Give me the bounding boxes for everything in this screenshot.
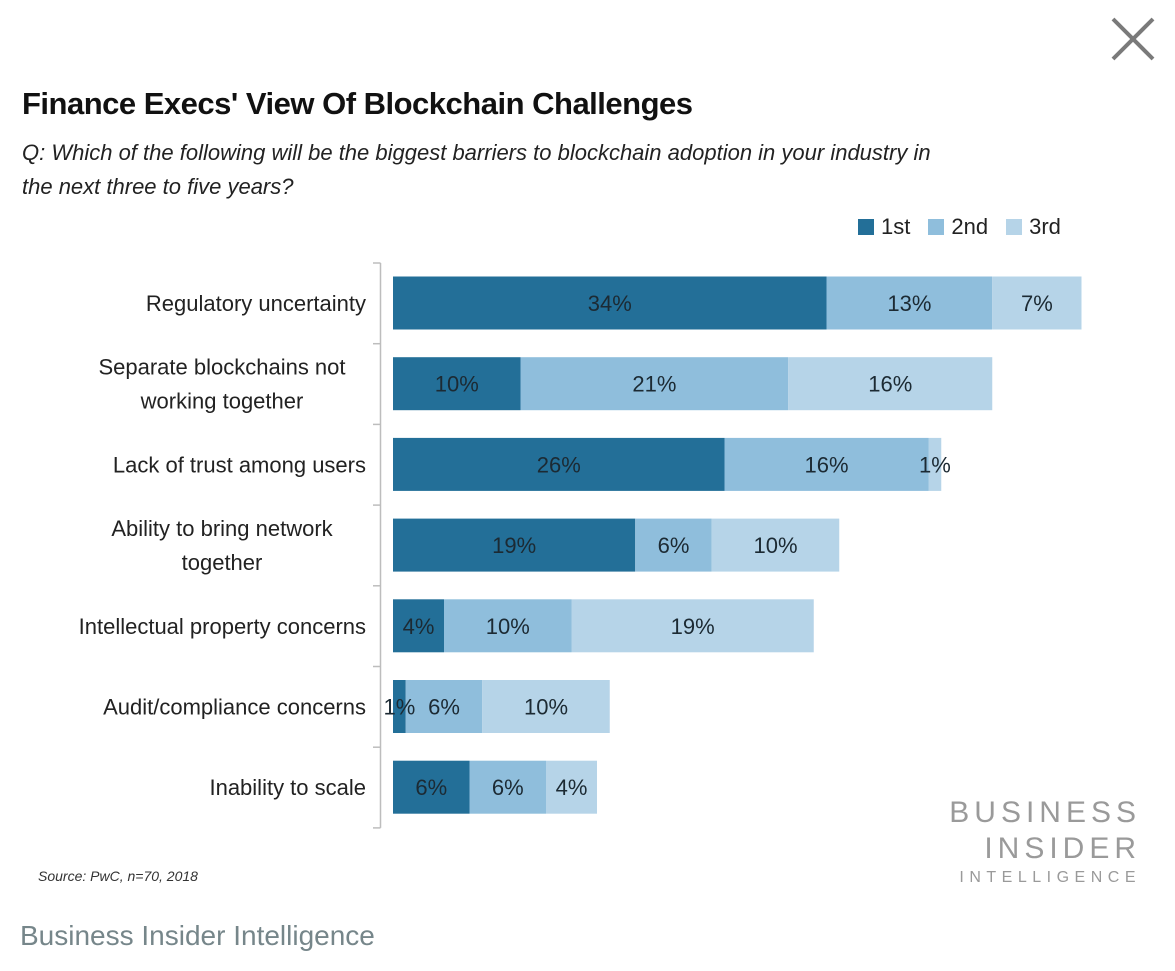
legend-label-3rd: 3rd	[1029, 214, 1061, 239]
bar-segment-2nd	[724, 437, 929, 491]
close-x-icon	[1111, 17, 1155, 61]
logo-line-insider: INSIDER	[984, 832, 1141, 865]
data-label: 19%	[492, 533, 536, 558]
bar-segment-1st	[393, 760, 470, 814]
data-label: 10%	[524, 695, 568, 720]
data-label: 1%	[919, 452, 951, 477]
bar-segment-3rd	[928, 437, 942, 491]
category-label: Intellectual property concerns	[79, 614, 366, 639]
bar-segment-3rd	[992, 276, 1082, 330]
business-insider-intelligence-logo: BUSINESS INSIDER INTELLIGENCE	[936, 795, 1141, 889]
data-label: 21%	[632, 372, 676, 397]
category-label-line: Intellectual property concerns	[79, 614, 366, 639]
bar-segment-2nd	[469, 760, 546, 814]
legend-label-2nd: 2nd	[951, 214, 989, 239]
bar-segment-1st	[393, 437, 725, 491]
data-label: 10%	[486, 614, 530, 639]
legend-swatch-3rd	[1006, 219, 1023, 235]
category-label-line: Regulatory uncertainty	[146, 291, 366, 316]
legend-item-3rd: 3rd	[1006, 214, 1061, 240]
category-label: Inability to scale	[209, 775, 366, 800]
bar-segment-3rd	[788, 357, 993, 411]
bar-segment-2nd	[405, 680, 483, 733]
chart-title: Finance Execs' View Of Blockchain Challe…	[22, 86, 693, 121]
bar-segment-3rd	[571, 599, 814, 653]
bar-segment-2nd	[444, 599, 572, 653]
data-label: 7%	[1021, 291, 1053, 316]
category-label: Audit/compliance concerns	[103, 695, 366, 720]
logo-line-intelligence: INTELLIGENCE	[959, 869, 1141, 886]
category-label: Lack of trust among users	[113, 452, 366, 477]
category-label: Separate blockchains not working together	[98, 355, 345, 414]
legend-swatch-1st	[858, 219, 874, 235]
bar-segment-3rd	[546, 760, 597, 814]
data-label: 19%	[671, 614, 715, 639]
bar-segment-3rd	[482, 680, 610, 733]
footer-caption: Business Insider Intelligence	[20, 920, 375, 951]
bar-chart: Regulatory uncertainty 34% 13% 7% Separate b…	[79, 262, 1082, 829]
legend-item-2nd: 2nd	[928, 214, 988, 240]
category-label: Regulatory uncertainty	[146, 291, 366, 316]
data-label: 16%	[868, 372, 912, 397]
data-label: 16%	[804, 452, 848, 477]
category-label-line: Ability to bring network	[111, 516, 333, 541]
data-label: 6%	[492, 775, 524, 800]
logo-line-business: BUSINESS	[949, 796, 1141, 829]
category-label: Ability to bring network together	[111, 516, 333, 575]
data-label: 10%	[753, 533, 797, 558]
data-label: 26%	[537, 452, 581, 477]
category-label-line: Lack of trust among users	[113, 452, 366, 477]
category-label-line: together	[182, 550, 263, 575]
bar-segment-1st	[393, 357, 521, 411]
data-label: 34%	[588, 291, 632, 316]
data-label: 6%	[658, 533, 690, 558]
bar-segment-2nd	[520, 357, 789, 411]
data-label: 4%	[556, 775, 588, 800]
bar-segment-2nd	[635, 518, 712, 572]
legend: 1st 2nd 3rd	[858, 214, 1061, 240]
legend-item-1st: 1st	[858, 214, 910, 240]
bar-segment-1st	[393, 276, 827, 330]
data-label: 6%	[415, 775, 447, 800]
bar-segment-1st	[393, 518, 636, 572]
data-label: 10%	[435, 372, 479, 397]
bar-segment-2nd	[826, 276, 993, 330]
close-button[interactable]	[1108, 14, 1158, 64]
category-label-line: Audit/compliance concerns	[103, 695, 366, 720]
category-label-line: Inability to scale	[209, 775, 366, 800]
category-label-line: Separate blockchains not	[98, 355, 345, 380]
bar-segment-1st	[393, 680, 406, 733]
chart-subtitle: Q: Which of the following will be the bi…	[22, 140, 931, 199]
data-label: 1%	[383, 695, 415, 720]
category-label-line: working together	[140, 389, 304, 414]
data-label: 13%	[887, 291, 931, 316]
data-label: 4%	[403, 614, 435, 639]
chart-source: Source: PwC, n=70, 2018	[38, 868, 198, 884]
legend-label-1st: 1st	[881, 214, 911, 239]
legend-swatch-2nd	[928, 219, 945, 235]
bar-segment-3rd	[711, 518, 840, 572]
data-label: 6%	[428, 695, 460, 720]
bar-segment-1st	[393, 599, 444, 653]
